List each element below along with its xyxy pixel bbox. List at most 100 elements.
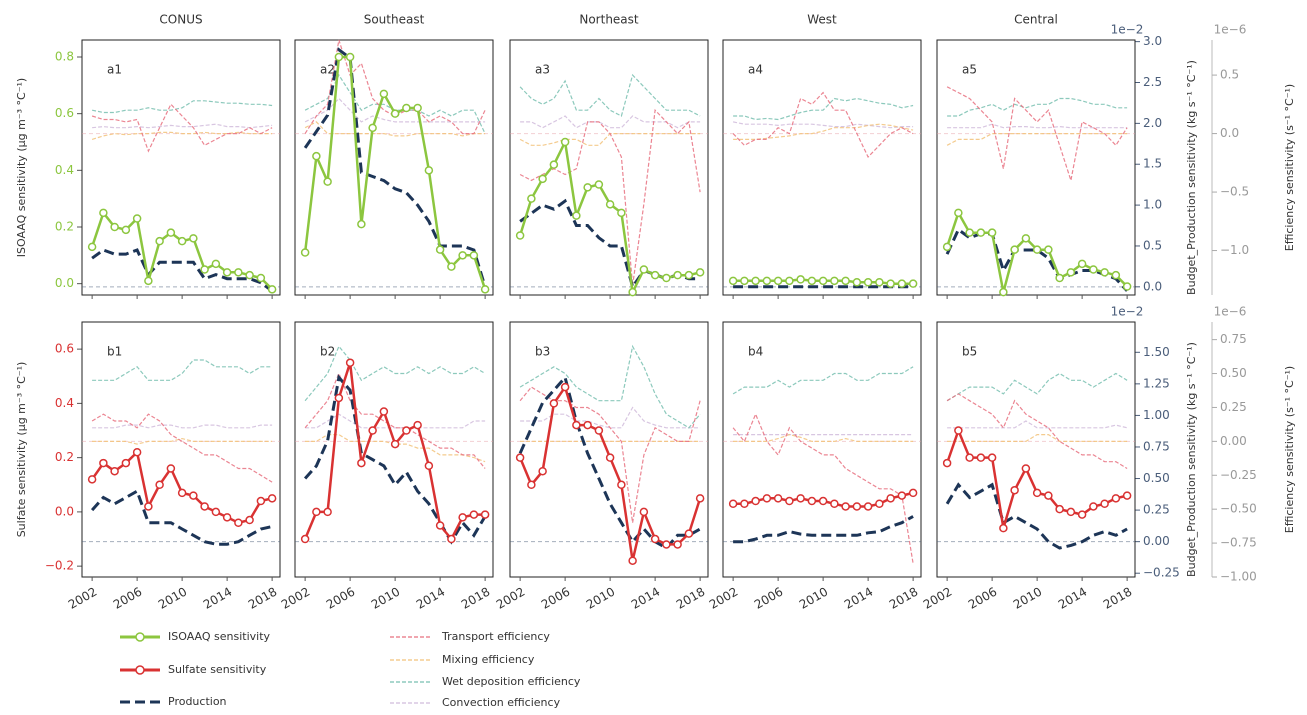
y-axis-label: Sulfate sensitivity (μg m⁻³ °C⁻¹) [15, 362, 28, 538]
series-marker [908, 279, 918, 288]
x-tick-label: 2002 [279, 585, 312, 612]
series-marker [605, 200, 615, 209]
y3-tick-label: −1.00 [1220, 570, 1257, 584]
series-marker [267, 494, 277, 503]
series-marker [121, 225, 131, 235]
series-marker [740, 276, 749, 286]
series-marker [673, 540, 682, 549]
y2-tick-label: 1.50 [1143, 345, 1170, 359]
series-marker [594, 426, 604, 435]
legend-label: Wet deposition efficiency [442, 675, 581, 688]
series-line [91, 413, 273, 483]
y2-tick-label: 0.25 [1143, 503, 1170, 517]
series-marker [200, 502, 209, 511]
series-line [519, 198, 701, 291]
series-marker [256, 496, 266, 506]
series-line [732, 412, 914, 564]
series-marker [886, 494, 895, 503]
series-marker [572, 420, 581, 430]
y3-axis-label: Efficiency sensitivity (s⁻¹ °C⁻¹) [1283, 84, 1296, 251]
series-marker [605, 453, 615, 462]
series-marker [628, 556, 637, 565]
x-tick-label: 2010 [156, 585, 189, 612]
series-marker [480, 285, 490, 294]
series-marker [807, 496, 817, 506]
series-marker [132, 447, 142, 457]
y3-axis-label: Efficiency sensitivity (s⁻¹ °C⁻¹) [1283, 366, 1296, 533]
series-line [520, 115, 701, 129]
series-marker [379, 89, 389, 99]
series-marker [1100, 499, 1109, 509]
series-marker [965, 228, 974, 237]
panel-label: a3 [535, 63, 550, 77]
series-marker [527, 194, 536, 203]
series-marker [1055, 504, 1064, 514]
panel-label: b5 [962, 345, 977, 359]
series-marker [435, 521, 445, 530]
series-marker [728, 499, 738, 509]
series-marker [1111, 270, 1121, 280]
series-line [733, 123, 914, 140]
series-marker [402, 103, 411, 113]
y2-tick-label: −0.25 [1143, 566, 1180, 580]
series-marker [87, 475, 97, 484]
x-tick-label: 2002 [66, 585, 99, 612]
series-marker [762, 276, 772, 286]
series-line [733, 433, 914, 442]
series-line [732, 366, 914, 395]
series-marker [987, 453, 997, 462]
series-line [947, 97, 1128, 117]
y-tick-label: 0.8 [55, 50, 74, 64]
series-marker [177, 488, 187, 498]
series-marker [841, 276, 850, 286]
series-marker [684, 529, 694, 538]
series-marker [345, 358, 355, 367]
y2-offset: 1e−2 [1111, 305, 1144, 319]
panel-frame [936, 39, 1136, 296]
y3-tick-label: 0.00 [1220, 434, 1247, 448]
series-marker [458, 251, 467, 260]
series-marker [144, 276, 153, 286]
series-marker [469, 251, 479, 260]
series-marker [695, 494, 705, 503]
series-marker [1089, 265, 1098, 274]
series-marker [413, 420, 422, 430]
x-tick-label: 2014 [842, 585, 875, 612]
series-marker [379, 407, 389, 416]
series-marker [368, 426, 377, 435]
series-marker [1021, 464, 1031, 473]
series-marker [480, 510, 490, 519]
series-marker [312, 507, 321, 517]
series-line [946, 133, 1128, 146]
series-marker [560, 137, 570, 147]
y3-tick-label: 0.75 [1220, 332, 1247, 346]
series-line [303, 47, 487, 288]
y3-tick-label: 0.0 [1220, 126, 1239, 140]
series-marker [538, 174, 547, 184]
y-axis-label: ISOAAQ sensitivity (μg m⁻³ °C⁻¹) [15, 78, 28, 257]
y-tick-label: 0.4 [55, 396, 74, 410]
series-marker [1111, 494, 1121, 503]
series-marker [1044, 491, 1053, 500]
x-tick-label: 2018 [246, 585, 279, 612]
series-marker [875, 499, 884, 509]
series-marker [560, 382, 570, 392]
series-marker [300, 248, 310, 257]
series-marker [773, 494, 783, 503]
y-tick-label: 0.4 [55, 163, 74, 177]
series-marker [1032, 488, 1042, 498]
legend-label: ISOAAQ sensitivity [168, 630, 271, 643]
series-marker [785, 276, 794, 286]
series-marker [245, 515, 254, 525]
series-line [90, 489, 273, 546]
y2-tick-label: 3.0 [1143, 34, 1162, 48]
y2-tick-label: 1.00 [1143, 408, 1170, 422]
series-line [519, 108, 701, 286]
panel-frame [81, 321, 281, 578]
series-marker [413, 103, 422, 113]
series-line [304, 371, 486, 469]
x-tick-label: 2002 [921, 585, 954, 612]
series-marker [942, 458, 952, 468]
series-marker [572, 211, 581, 220]
